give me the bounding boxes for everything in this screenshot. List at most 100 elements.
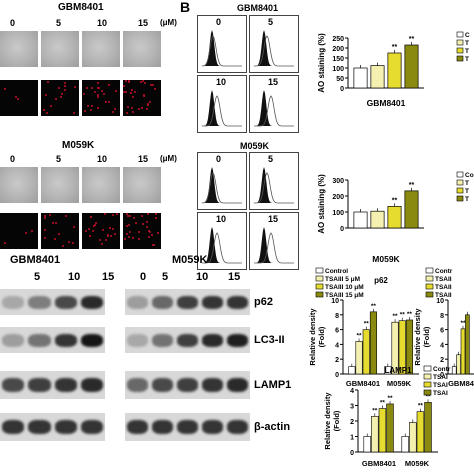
blot-strip — [125, 289, 250, 315]
flow-m059k-title: M059K — [240, 141, 270, 151]
control-histogram — [254, 167, 294, 203]
y-tick-label: 0 — [440, 372, 444, 379]
y-axis-label: AO staining (%) — [317, 33, 326, 93]
x-category-label: GBM8401 — [362, 459, 396, 468]
y-axis-label: (Fold) — [332, 410, 341, 431]
blot-band — [2, 333, 25, 347]
blot-band — [28, 333, 51, 347]
blot-band — [152, 333, 173, 347]
blot-band — [2, 420, 25, 434]
fluorescence-image — [41, 80, 79, 116]
treated-histogram — [253, 35, 294, 67]
legend-label: TSAI — [433, 374, 448, 381]
y-tick-label: 10 — [331, 298, 339, 305]
x-category-label: M059K — [405, 459, 430, 468]
legend-swatch — [456, 171, 464, 178]
dose-label: 5 — [56, 18, 62, 28]
blot-band — [28, 378, 51, 392]
fluorescence-image — [41, 213, 79, 249]
y-tick-label: 300 — [332, 178, 344, 185]
y-tick-label: 200 — [332, 194, 344, 201]
dose-label: 0 — [10, 18, 16, 28]
legend-label: TSAII — [435, 284, 452, 291]
flow-dose-label: 0 — [216, 17, 222, 27]
legend-label: T — [465, 180, 469, 187]
legend-label: Control — [325, 268, 348, 275]
legend-swatch — [315, 291, 324, 298]
wb-dose-label: 15 — [102, 271, 115, 283]
significance-label: ** — [371, 303, 377, 310]
bar — [387, 206, 402, 229]
brightfield-image — [41, 31, 79, 67]
legend-swatch — [425, 283, 434, 290]
legend-swatch — [423, 373, 432, 380]
y-tick-label: 10 — [436, 298, 444, 305]
micro-gbm-title: GBM8401 — [58, 2, 104, 13]
bar — [370, 65, 385, 89]
micro-m059k-title: M059K — [62, 140, 95, 151]
blot-band — [202, 420, 223, 434]
blot-band — [202, 378, 223, 392]
legend-label: TSAI — [433, 382, 448, 389]
legend-swatch — [423, 381, 432, 388]
y-axis-label: AO staining (%) — [317, 174, 326, 234]
blot-band — [127, 295, 148, 309]
treated-histogram — [254, 232, 294, 264]
blot-strip — [0, 327, 105, 353]
x-category-label: GBM8401 — [346, 379, 380, 388]
legend-swatch — [456, 39, 464, 46]
blot-band — [80, 378, 103, 392]
blot-band — [54, 333, 77, 347]
flow-histogram-panel: 15 — [249, 75, 299, 133]
blot-strip — [0, 413, 105, 441]
y-tick-label: 4 — [350, 388, 354, 395]
y-tick-label: 6 — [440, 328, 444, 335]
significance-label: ** — [409, 182, 415, 189]
blot-band — [127, 378, 148, 392]
blot-band — [177, 333, 198, 347]
bar — [369, 311, 377, 375]
chart-title: p62 — [374, 276, 388, 285]
y-tick-label: 0 — [335, 372, 339, 379]
bar — [465, 314, 470, 375]
legend-swatch — [423, 365, 432, 372]
flow-histogram-panel: 5 — [249, 152, 299, 210]
treated-histogram — [254, 95, 294, 127]
bar — [355, 341, 363, 375]
legend-label: T — [465, 196, 469, 203]
bar — [401, 436, 409, 453]
bar — [404, 190, 419, 229]
flow-dose-label: 5 — [268, 17, 274, 27]
blot-band — [177, 295, 198, 309]
legend-label: TSAIII 15 μM — [325, 292, 364, 299]
y-tick-label: 100 — [332, 210, 344, 217]
blot-band — [227, 378, 248, 392]
y-tick-label: 2 — [440, 357, 444, 364]
wb-dose-label: 5 — [162, 271, 169, 283]
unit-label: (μM) — [160, 154, 177, 163]
blot-band — [227, 295, 248, 309]
y-tick-label: 2 — [350, 419, 354, 426]
y-tick-label: 0 — [350, 450, 354, 457]
blot-band — [2, 378, 25, 392]
flow-dose-label: 10 — [216, 77, 227, 87]
legend-label: TSAII — [435, 276, 452, 283]
legend-label: TSAI — [433, 390, 448, 397]
legend-swatch — [456, 179, 464, 186]
blot-band — [152, 295, 173, 309]
blot-strip — [0, 371, 105, 399]
significance-label: ** — [364, 321, 370, 328]
x-axis-label: GBM8401 — [367, 98, 406, 108]
bar — [371, 416, 379, 453]
bar — [348, 366, 356, 375]
legend-swatch — [456, 55, 464, 62]
significance-label: ** — [409, 36, 415, 43]
legend-swatch — [315, 275, 324, 282]
legend-label: Co — [465, 172, 474, 179]
band-label: LAMP1 — [254, 379, 292, 391]
panel-b-label: B — [180, 0, 191, 15]
y-tick-label: 2 — [335, 357, 339, 364]
bar — [409, 422, 417, 453]
bar — [404, 44, 419, 89]
